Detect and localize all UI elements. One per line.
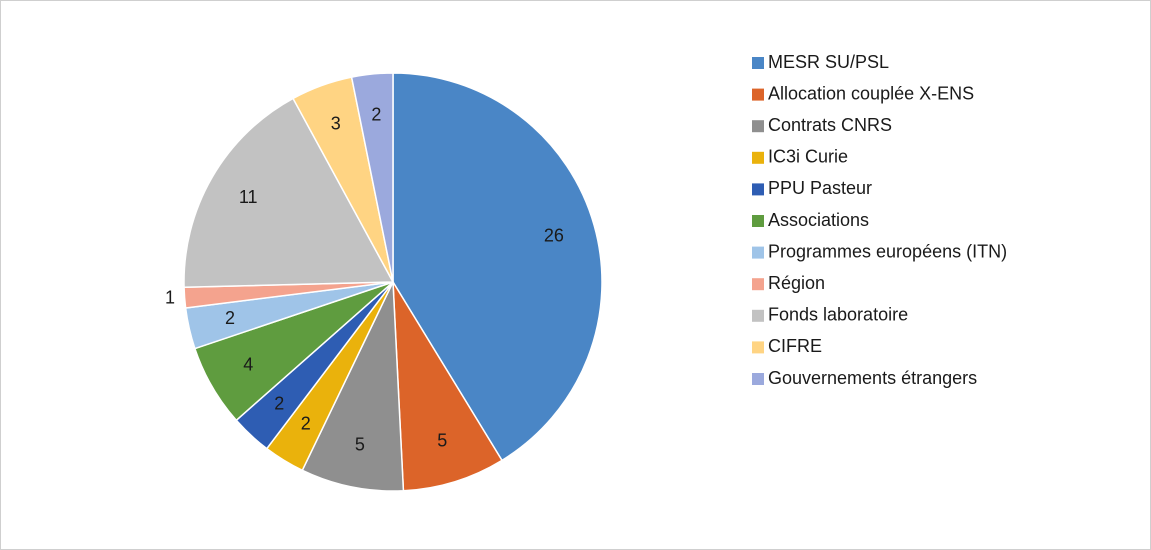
data-label: 2: [274, 393, 284, 413]
legend-swatch: [752, 57, 764, 69]
data-label: 5: [355, 435, 365, 455]
legend: MESR SU/PSL Allocation couplée X-ENS Contr…: [752, 52, 1007, 388]
legend-label: Associations: [768, 210, 869, 230]
legend-label: IC3i Curie: [768, 147, 848, 167]
legend-label: Allocation couplée X-ENS: [768, 83, 974, 103]
pie-slice: [392, 72, 603, 462]
legend-swatch: [752, 215, 764, 227]
legend-label: Programmes européens (ITN): [768, 241, 1007, 261]
legend-swatch: [752, 88, 764, 101]
legend-label: Contrats CNRS: [768, 115, 892, 135]
legend-swatch: [752, 341, 764, 354]
pie-slice: [183, 97, 395, 288]
legend-swatch: [752, 373, 764, 385]
data-label: 3: [331, 114, 341, 134]
legend-swatch: [752, 278, 764, 291]
data-label: 11: [239, 187, 258, 207]
pie-slice: [392, 281, 504, 492]
pie-slice: [350, 72, 394, 283]
data-label: 4: [243, 354, 253, 374]
legend-label: Région: [768, 273, 825, 293]
legend-swatch: [752, 120, 764, 133]
legend-swatch: [752, 183, 764, 196]
legend-label: CIFRE: [768, 336, 822, 356]
legend-label: Fonds laboratoire: [768, 305, 908, 325]
legend-label: PPU Pasteur: [768, 178, 872, 198]
data-label: 2: [371, 104, 381, 124]
legend-swatch: [752, 246, 764, 259]
data-label: 5: [437, 431, 447, 451]
data-label: 1: [165, 287, 175, 307]
legend-swatch: [752, 309, 764, 322]
legend-label: MESR SU/PSL: [768, 52, 889, 72]
data-label: 2: [301, 413, 311, 433]
legend-swatch: [752, 151, 764, 164]
data-label: 26: [544, 225, 564, 245]
data-label: 2: [225, 308, 235, 328]
legend-label: Gouvernements étrangers: [768, 368, 977, 388]
pie-slice: [301, 281, 405, 492]
